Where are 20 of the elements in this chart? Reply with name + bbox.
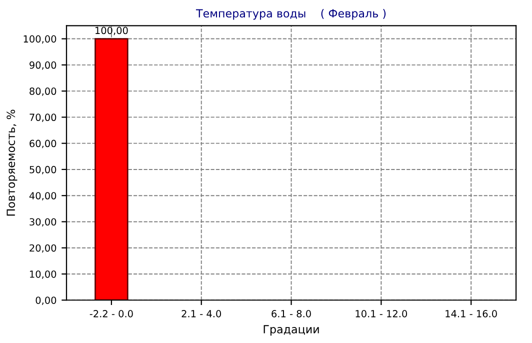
x-tick-label: 6.1 - 8.0	[272, 310, 311, 318]
y-tick-label: 30,00	[30, 218, 56, 227]
y-tick-label: 20,00	[30, 244, 56, 253]
x-tick-label: 2.1 - 4.0	[182, 310, 222, 318]
y-axis-title: Повторяемость, %	[6, 110, 18, 216]
y-tick-label: 70,00	[30, 114, 56, 122]
x-tick-label: 14.1 - 16.0	[446, 310, 497, 318]
y-tick-label: 90,00	[30, 61, 56, 70]
data-label: 100,00	[96, 26, 128, 36]
y-tick-label: 10,00	[30, 270, 56, 279]
y-tick-label: 60,00	[30, 140, 56, 148]
x-tick-label: 10.1 - 12.0	[356, 310, 408, 318]
y-tick-label: 100,00	[24, 35, 56, 44]
y-tick-label: 80,00	[30, 88, 56, 96]
y-tick-label: 0,00	[36, 296, 56, 305]
chart-title: Температура воды ( Февраль )	[196, 8, 386, 20]
y-tick-label: 50,00	[30, 166, 56, 174]
x-tick-label: -2.2 - 0.0	[90, 310, 133, 318]
x-axis-title: Градации	[264, 325, 319, 336]
y-tick-label: 40,00	[29, 192, 56, 200]
